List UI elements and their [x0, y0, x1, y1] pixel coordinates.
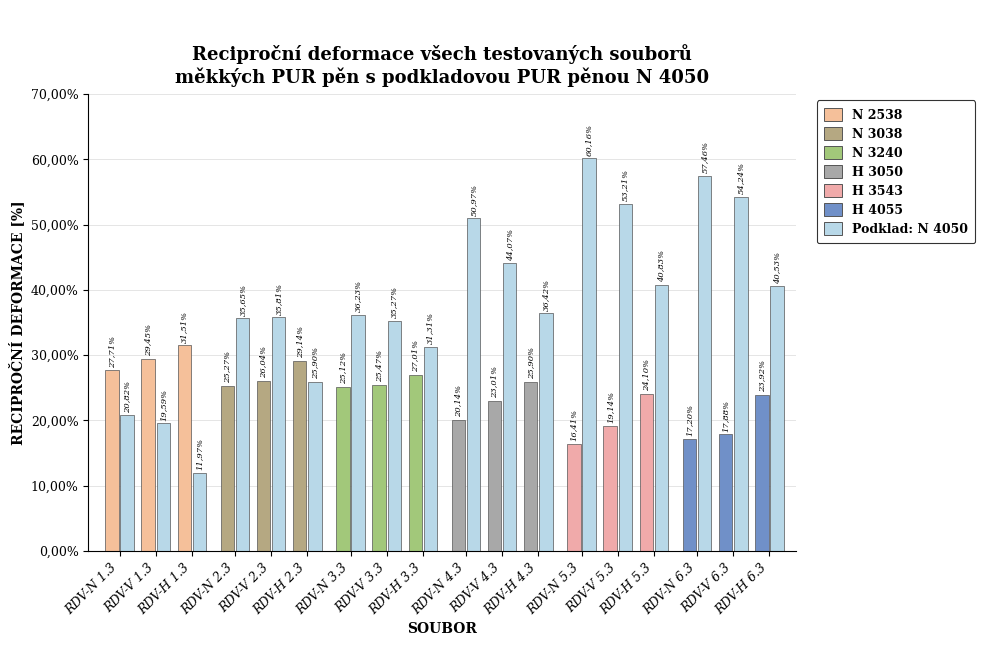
Bar — [567, 444, 581, 551]
Bar — [308, 382, 321, 551]
Bar — [193, 473, 206, 551]
Text: 23,92%: 23,92% — [758, 360, 766, 392]
Bar — [156, 423, 170, 551]
Bar — [655, 284, 668, 551]
Text: 50,97%: 50,97% — [470, 183, 478, 216]
Text: 19,14%: 19,14% — [607, 391, 614, 423]
Text: 25,47%: 25,47% — [376, 350, 383, 382]
Bar — [488, 401, 501, 551]
Bar — [698, 176, 712, 551]
Bar — [257, 381, 270, 551]
Bar — [120, 415, 134, 551]
Text: 36,23%: 36,23% — [354, 280, 362, 312]
Legend: N 2538, N 3038, N 3240, H 3050, H 3543, H 4055, Podklad: N 4050: N 2538, N 3038, N 3240, H 3050, H 3543, … — [817, 100, 975, 243]
X-axis label: SOUBOR: SOUBOR — [407, 622, 478, 636]
Text: 29,45%: 29,45% — [145, 324, 152, 356]
Text: 19,59%: 19,59% — [159, 388, 167, 421]
Bar — [336, 387, 350, 551]
Bar — [524, 382, 538, 551]
Text: 54,24%: 54,24% — [737, 162, 745, 194]
Text: 20,14%: 20,14% — [454, 385, 463, 417]
Bar — [236, 319, 250, 551]
Text: 16,41%: 16,41% — [570, 409, 578, 442]
Bar — [142, 359, 155, 551]
Text: 36,42%: 36,42% — [542, 279, 549, 310]
Bar — [539, 313, 552, 551]
Title: Reciproční deformace všech testovaných souborů
měkkých PUR pěn s podkladovou PUR: Reciproční deformace všech testovaných s… — [175, 44, 710, 87]
Text: 25,12%: 25,12% — [339, 352, 347, 384]
Bar — [409, 375, 422, 551]
Bar — [683, 439, 696, 551]
Bar — [293, 361, 307, 551]
Text: 60,16%: 60,16% — [585, 124, 593, 156]
Bar — [105, 370, 119, 551]
Text: 44,07%: 44,07% — [506, 228, 514, 261]
Text: 29,14%: 29,14% — [296, 326, 304, 358]
Bar — [467, 218, 481, 551]
Text: 17,20%: 17,20% — [685, 404, 694, 436]
Text: 17,88%: 17,88% — [722, 400, 729, 431]
Text: 25,27%: 25,27% — [223, 351, 232, 384]
Bar — [719, 434, 732, 551]
Text: 25,90%: 25,90% — [311, 347, 318, 380]
Text: 31,31%: 31,31% — [427, 312, 434, 344]
Bar — [503, 263, 516, 551]
Bar — [221, 386, 234, 551]
Bar — [640, 394, 653, 551]
Bar — [755, 395, 769, 551]
Bar — [387, 321, 401, 551]
Text: 24,10%: 24,10% — [642, 359, 651, 391]
Bar — [424, 347, 437, 551]
Text: 20,82%: 20,82% — [123, 380, 131, 413]
Text: 40,83%: 40,83% — [658, 250, 665, 282]
Bar — [618, 204, 632, 551]
Text: 57,46%: 57,46% — [701, 141, 709, 173]
Bar — [178, 345, 191, 551]
Text: 35,81%: 35,81% — [274, 282, 283, 314]
Text: 35,65%: 35,65% — [239, 284, 247, 316]
Bar — [272, 317, 285, 551]
Bar — [734, 197, 747, 551]
Text: 31,51%: 31,51% — [180, 310, 188, 343]
Text: 11,97%: 11,97% — [196, 438, 203, 470]
Text: 53,21%: 53,21% — [621, 169, 629, 201]
Bar — [583, 159, 596, 551]
Text: 26,04%: 26,04% — [260, 346, 267, 378]
Text: 27,01%: 27,01% — [411, 340, 420, 372]
Text: 35,27%: 35,27% — [390, 286, 398, 318]
Text: 27,71%: 27,71% — [108, 335, 116, 368]
Bar — [452, 419, 465, 551]
Text: 23,01%: 23,01% — [491, 366, 498, 398]
Bar — [351, 314, 365, 551]
Y-axis label: RECIPROČNÍ DEFORMACE [%]: RECIPROČNÍ DEFORMACE [%] — [10, 200, 26, 445]
Bar — [373, 385, 386, 551]
Bar — [771, 286, 783, 551]
Text: 25,90%: 25,90% — [527, 347, 535, 380]
Bar — [604, 426, 617, 551]
Text: 40,53%: 40,53% — [773, 252, 781, 284]
